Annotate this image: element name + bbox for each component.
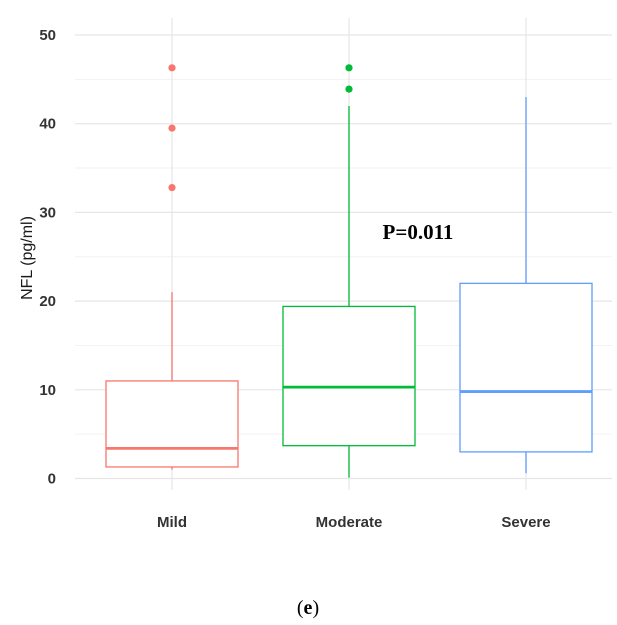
box-mild: [105, 64, 239, 470]
outlier-point: [345, 85, 353, 93]
box-iqr: [105, 380, 239, 468]
outlier-point: [168, 183, 176, 192]
caption-open-paren: (: [297, 597, 304, 619]
p-value-annotation: P=0.011: [383, 220, 454, 244]
caption-letter: e: [304, 597, 313, 619]
box-iqr: [282, 305, 416, 447]
y-axis-ticks: 0 10 20 30 40 50: [39, 27, 56, 488]
y-tick-label: 40: [39, 116, 56, 133]
box-severe: [459, 97, 593, 474]
box-series: [105, 64, 593, 478]
y-axis-title: NFL (pg/ml): [19, 216, 36, 300]
caption-close-paren: ): [312, 597, 319, 619]
outlier-point: [168, 64, 176, 72]
x-tick-label: Severe: [501, 514, 550, 531]
y-tick-label: 0: [48, 471, 56, 488]
x-tick-label: Moderate: [316, 514, 383, 531]
outlier-point: [168, 124, 176, 132]
x-axis-ticks: Mild Moderate Severe: [157, 514, 551, 531]
box-iqr: [459, 282, 593, 453]
y-tick-label: 30: [39, 204, 56, 221]
y-tick-label: 10: [39, 382, 56, 399]
y-tick-label: 20: [39, 293, 56, 310]
y-tick-label: 50: [39, 27, 56, 44]
figure-caption: (e): [297, 597, 319, 619]
outlier-point: [345, 64, 353, 72]
box-moderate: [282, 64, 416, 478]
x-tick-label: Mild: [157, 514, 187, 531]
